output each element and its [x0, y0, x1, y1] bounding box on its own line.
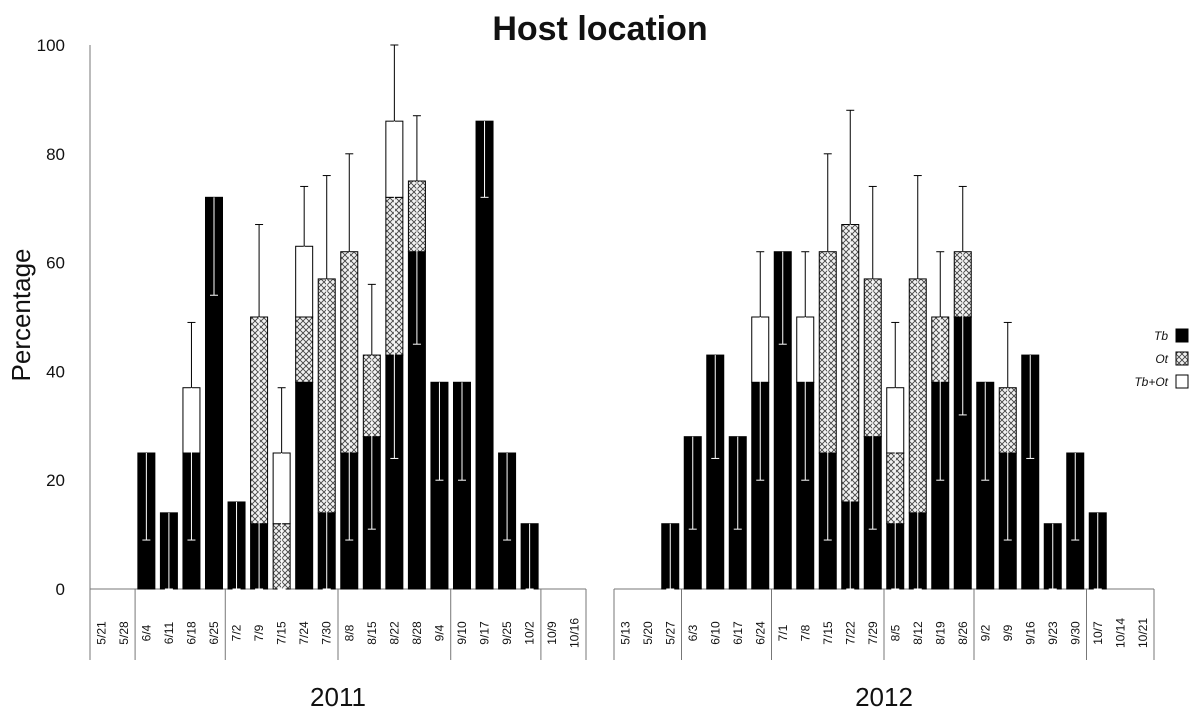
x-tick-label: 6/4	[139, 624, 153, 641]
bar-ot	[295, 316, 314, 383]
x-tick-label: 8/26	[956, 621, 970, 645]
x-tick-label: 6/24	[753, 621, 767, 645]
x-tick-label: 10/9	[545, 621, 559, 645]
x-tick-label: 5/21	[94, 621, 108, 645]
x-tick-label: 7/2	[230, 624, 244, 641]
x-tick-label: 10/2	[523, 621, 537, 645]
x-tick-label: 5/20	[641, 621, 655, 645]
x-tick-label: 7/22	[843, 621, 857, 645]
x-tick-label: 5/13	[618, 621, 632, 645]
y-axis-label: Percentage	[6, 249, 36, 382]
x-tick-label: 9/9	[1001, 624, 1015, 641]
x-tick-label: 7/15	[275, 621, 289, 645]
y-tick-label: 60	[46, 254, 65, 273]
x-tick-label: 7/15	[821, 621, 835, 645]
x-tick-label: 8/22	[387, 621, 401, 645]
x-tick-label: 9/25	[500, 621, 514, 645]
x-tick-label: 9/4	[432, 624, 446, 641]
bar-tb-ot	[295, 245, 314, 318]
plot-area: 0 20 40 60 80 100 5/21 5/28 6/4 6/11 6/18 6/25 7/2 7/…	[37, 36, 1189, 712]
x-tick-label: 6/25	[207, 621, 221, 645]
x-tick-label: 7/29	[866, 621, 880, 645]
y-tick-label: 20	[46, 471, 65, 490]
x-tick-label: 10/21	[1136, 618, 1150, 648]
x-tick-label: 8/15	[365, 621, 379, 645]
x-tick-label: 10/16	[568, 618, 582, 648]
chart-title: Host location	[492, 10, 707, 48]
x-tick-label: 6/10	[708, 621, 722, 645]
x-tick-label: 10/7	[1091, 621, 1105, 645]
year-label: 2011	[310, 682, 366, 712]
year-label: 2012	[855, 682, 913, 712]
x-tick-label: 6/3	[686, 624, 700, 641]
legend-label: Tb	[1154, 329, 1168, 343]
x-tick-label: 7/24	[297, 621, 311, 645]
legend-label: Tb+Ot	[1134, 375, 1168, 389]
x-tick-label: 9/10	[455, 621, 469, 645]
x-tick-label: 9/17	[478, 621, 492, 645]
x-tick-label: 8/12	[911, 621, 925, 645]
x-tick-label: 6/18	[184, 621, 198, 645]
y-tick-label: 0	[56, 580, 65, 599]
x-tick-label: 9/16	[1023, 621, 1037, 645]
legend-swatch-tb-ot	[1175, 374, 1189, 389]
x-tick-label: 8/28	[410, 621, 424, 645]
y-tick-label: 40	[46, 362, 65, 381]
x-tick-label: 8/8	[342, 624, 356, 641]
x-tick-label: 7/1	[776, 624, 790, 641]
x-tick-label: 5/27	[663, 621, 677, 645]
x-tick-label: 9/23	[1046, 621, 1060, 645]
x-tick-label: 9/30	[1068, 621, 1082, 645]
legend-swatch-tb	[1175, 328, 1189, 343]
bar-tb	[295, 381, 314, 590]
legend-label: Ot	[1155, 352, 1168, 366]
x-tick-label: 6/17	[731, 621, 745, 645]
x-tick-label: 6/11	[162, 621, 176, 644]
x-tick-label: 9/2	[978, 624, 992, 641]
y-tick-label: 100	[37, 36, 65, 55]
legend-swatch-ot	[1175, 351, 1189, 366]
x-tick-label: 7/30	[320, 621, 334, 645]
legend: Tb Ot Tb+Ot	[1134, 328, 1189, 389]
x-tick-label: 7/8	[798, 624, 812, 641]
y-tick-label: 80	[46, 145, 65, 164]
x-tick-label: 8/19	[933, 621, 947, 645]
x-tick-label: 5/28	[117, 621, 131, 645]
x-tick-label: 7/9	[252, 624, 266, 641]
x-tick-label: 10/14	[1113, 618, 1127, 648]
x-tick-label: 8/5	[888, 624, 902, 641]
